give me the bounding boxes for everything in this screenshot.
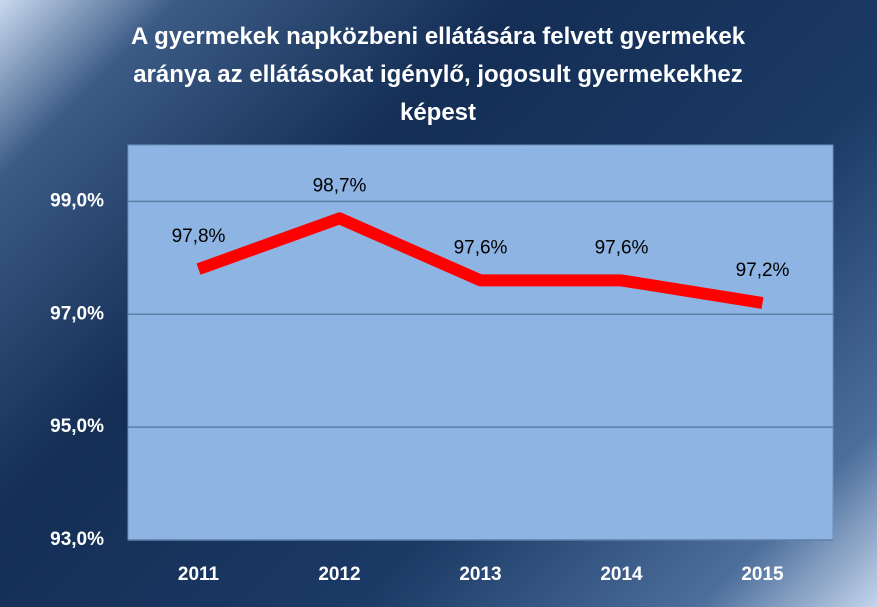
data-label: 97,6%	[595, 237, 649, 258]
x-tick-label: 2012	[318, 564, 360, 585]
x-tick-label: 2015	[741, 564, 784, 585]
x-tick-label: 2013	[459, 564, 501, 585]
data-label: 97,6%	[454, 237, 508, 258]
chart-title: A gyermekek napközbeni ellátására felvet…	[130, 23, 746, 126]
y-tick-label: 99,0%	[50, 190, 104, 211]
y-tick-label: 97,0%	[50, 303, 104, 324]
line	[196, 212, 764, 309]
y-tick-label: 93,0%	[50, 529, 104, 550]
data-label: 98,7%	[313, 175, 367, 196]
plot-area	[127, 144, 834, 541]
y-tick-label: 95,0%	[50, 416, 104, 437]
x-tick-label: 2014	[600, 564, 643, 585]
data-label: 97,8%	[172, 226, 226, 247]
x-tick-label: 2011	[178, 564, 220, 585]
data-label: 97,2%	[736, 260, 790, 281]
